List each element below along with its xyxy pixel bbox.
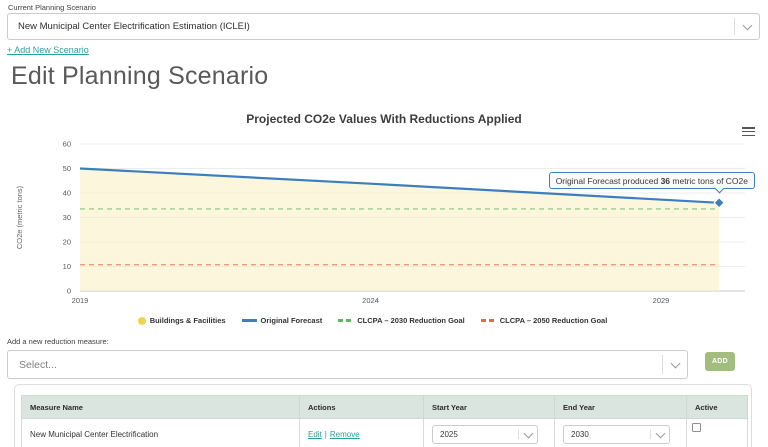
legend-label: CLCPA – 2050 Reduction Goal — [499, 316, 608, 325]
x-axis-tick-label: 2029 — [653, 296, 670, 305]
legend-item[interactable]: Buildings & Facilities — [137, 316, 226, 325]
legend-item[interactable]: CLCPA – 2030 Reduction Goal — [338, 316, 465, 325]
legend-label: Original Forecast — [260, 316, 323, 325]
start-year-value: 2025 — [440, 430, 458, 439]
table-row: New Municipal Center Electrification Edi… — [21, 418, 748, 447]
end-year-cell: 2030 — [554, 418, 687, 447]
chevron-down-icon — [670, 358, 680, 368]
chart-tooltip: Original Forecast produced 36 metric ton… — [548, 172, 755, 194]
chart-menu-button[interactable] — [742, 127, 755, 138]
link-separator: | — [324, 430, 327, 439]
chevron-down-icon — [655, 428, 665, 438]
add-measure-button[interactable]: ADD — [705, 352, 735, 371]
end-year-value: 2030 — [571, 430, 589, 439]
legend-dashed-line-marker-icon — [480, 319, 496, 322]
chart-legend: Buildings & Facilities Original Forecast C… — [0, 316, 745, 325]
data-point-marker — [713, 197, 725, 209]
scenario-picker-label: Current Planning Scenario — [8, 3, 96, 12]
forecast-line — [79, 167, 720, 204]
legend-area-marker-icon — [137, 316, 146, 325]
x-axis-tick-label: 2024 — [362, 296, 379, 305]
y-axis-title: CO2e (metric tons) — [15, 185, 24, 249]
legend-label: CLCPA – 2030 Reduction Goal — [357, 316, 465, 325]
y-axis-tick-label: 0 — [67, 287, 71, 296]
page-title: Edit Planning Scenario — [11, 62, 269, 90]
chart-title: Projected CO2e Values With Reductions Ap… — [246, 112, 522, 126]
active-cell — [686, 418, 748, 447]
hamburger-icon — [742, 127, 755, 129]
scenario-select[interactable]: New Municipal Center Electrification Est… — [7, 13, 760, 40]
tooltip-value: 36 — [660, 176, 671, 186]
legend-line-marker-icon — [241, 319, 257, 322]
table-header-row: Measure Name Actions Start Year End Year… — [21, 395, 748, 419]
chart-canvas: 0 10 20 30 40 50 60 2019 2024 2029 CO2e (metric to… — [15, 140, 745, 305]
active-checkbox[interactable] — [692, 423, 701, 432]
y-axis-tick-label: 50 — [63, 164, 71, 173]
add-measure-label: Add a new reduction measure: — [7, 337, 109, 346]
y-axis-tick-label: 30 — [63, 213, 71, 222]
measures-table-container: Measure Name Actions Start Year End Year… — [14, 384, 752, 447]
header-active: Active — [686, 395, 748, 419]
x-axis-tick-label: 2019 — [72, 296, 89, 305]
measure-name-cell: New Municipal Center Electrification — [21, 418, 300, 447]
measure-select-placeholder: Select... — [19, 358, 57, 371]
end-year-select[interactable]: 2030 — [563, 425, 670, 444]
area-series — [80, 168, 720, 291]
measure-select[interactable]: Select... — [7, 350, 688, 379]
tooltip-text-before: Original Forecast produced — [555, 176, 661, 186]
chevron-box[interactable] — [735, 14, 759, 39]
header-start-year: Start Year — [423, 395, 555, 419]
remove-link[interactable]: Remove — [329, 430, 360, 439]
chevron-down-icon — [742, 20, 752, 30]
select-separator — [662, 355, 663, 374]
legend-item[interactable]: Original Forecast — [241, 316, 323, 325]
header-measure-name: Measure Name — [21, 395, 300, 419]
chevron-box[interactable] — [651, 426, 669, 443]
header-actions: Actions — [299, 395, 424, 419]
y-axis-tick-label: 10 — [63, 262, 71, 271]
legend-item[interactable]: CLCPA – 2050 Reduction Goal — [480, 316, 608, 325]
y-axis-tick-label: 20 — [63, 238, 71, 247]
y-axis-tick-label: 40 — [63, 189, 71, 198]
select-separator — [650, 430, 651, 439]
select-separator — [518, 430, 519, 439]
header-end-year: End Year — [554, 395, 687, 419]
actions-cell: Edit | Remove — [299, 418, 424, 447]
edit-link[interactable]: Edit — [308, 430, 322, 439]
y-axis-tick-label: 60 — [63, 140, 71, 149]
measures-table: Measure Name Actions Start Year End Year… — [21, 395, 748, 447]
legend-label: Buildings & Facilities — [149, 316, 226, 325]
add-new-scenario-link[interactable]: + Add New Scenario — [7, 45, 89, 55]
chevron-down-icon — [523, 428, 533, 438]
start-year-cell: 2025 — [423, 418, 555, 447]
select-separator — [734, 18, 735, 35]
legend-dashed-line-marker-icon — [338, 319, 354, 322]
chevron-box[interactable] — [519, 426, 537, 443]
scenario-select-value: New Municipal Center Electrification Est… — [18, 21, 250, 32]
start-year-select[interactable]: 2025 — [432, 425, 538, 444]
tooltip-text-after: metric tons of CO2e — [670, 176, 748, 186]
chevron-box[interactable] — [663, 351, 687, 378]
